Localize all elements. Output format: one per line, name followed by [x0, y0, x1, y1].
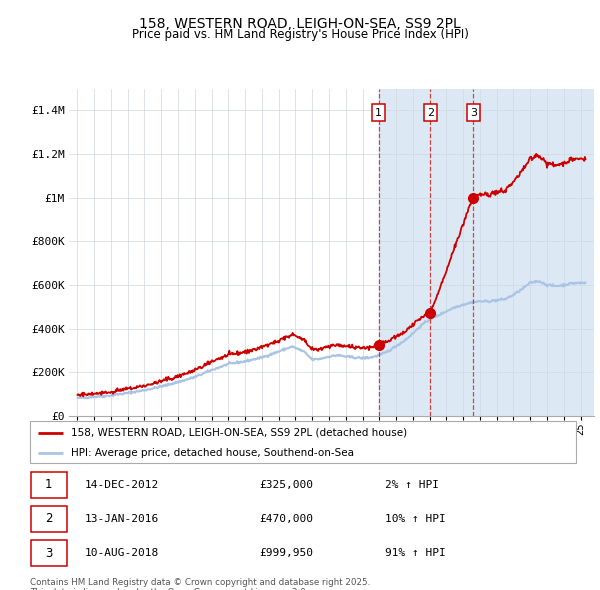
- Text: 3: 3: [45, 546, 52, 560]
- Text: 91% ↑ HPI: 91% ↑ HPI: [385, 548, 446, 558]
- Text: £470,000: £470,000: [259, 514, 313, 524]
- Text: 14-DEC-2012: 14-DEC-2012: [85, 480, 159, 490]
- Text: 158, WESTERN ROAD, LEIGH-ON-SEA, SS9 2PL: 158, WESTERN ROAD, LEIGH-ON-SEA, SS9 2PL: [139, 17, 461, 31]
- Text: 2: 2: [45, 512, 52, 526]
- Text: £325,000: £325,000: [259, 480, 313, 490]
- Text: 158, WESTERN ROAD, LEIGH-ON-SEA, SS9 2PL (detached house): 158, WESTERN ROAD, LEIGH-ON-SEA, SS9 2PL…: [71, 428, 407, 438]
- Text: 13-JAN-2016: 13-JAN-2016: [85, 514, 159, 524]
- FancyBboxPatch shape: [30, 421, 576, 463]
- Text: £999,950: £999,950: [259, 548, 313, 558]
- Text: 10% ↑ HPI: 10% ↑ HPI: [385, 514, 446, 524]
- Text: HPI: Average price, detached house, Southend-on-Sea: HPI: Average price, detached house, Sout…: [71, 448, 354, 457]
- Text: 1: 1: [375, 107, 382, 117]
- FancyBboxPatch shape: [31, 471, 67, 498]
- FancyBboxPatch shape: [31, 506, 67, 532]
- Text: Price paid vs. HM Land Registry's House Price Index (HPI): Price paid vs. HM Land Registry's House …: [131, 28, 469, 41]
- Bar: [379, 88, 600, 416]
- FancyBboxPatch shape: [31, 540, 67, 566]
- Text: 2% ↑ HPI: 2% ↑ HPI: [385, 480, 439, 490]
- Text: 1: 1: [45, 478, 52, 491]
- Text: Contains HM Land Registry data © Crown copyright and database right 2025.
This d: Contains HM Land Registry data © Crown c…: [30, 578, 370, 590]
- Text: 3: 3: [470, 107, 477, 117]
- Text: 2: 2: [427, 107, 434, 117]
- Text: 10-AUG-2018: 10-AUG-2018: [85, 548, 159, 558]
